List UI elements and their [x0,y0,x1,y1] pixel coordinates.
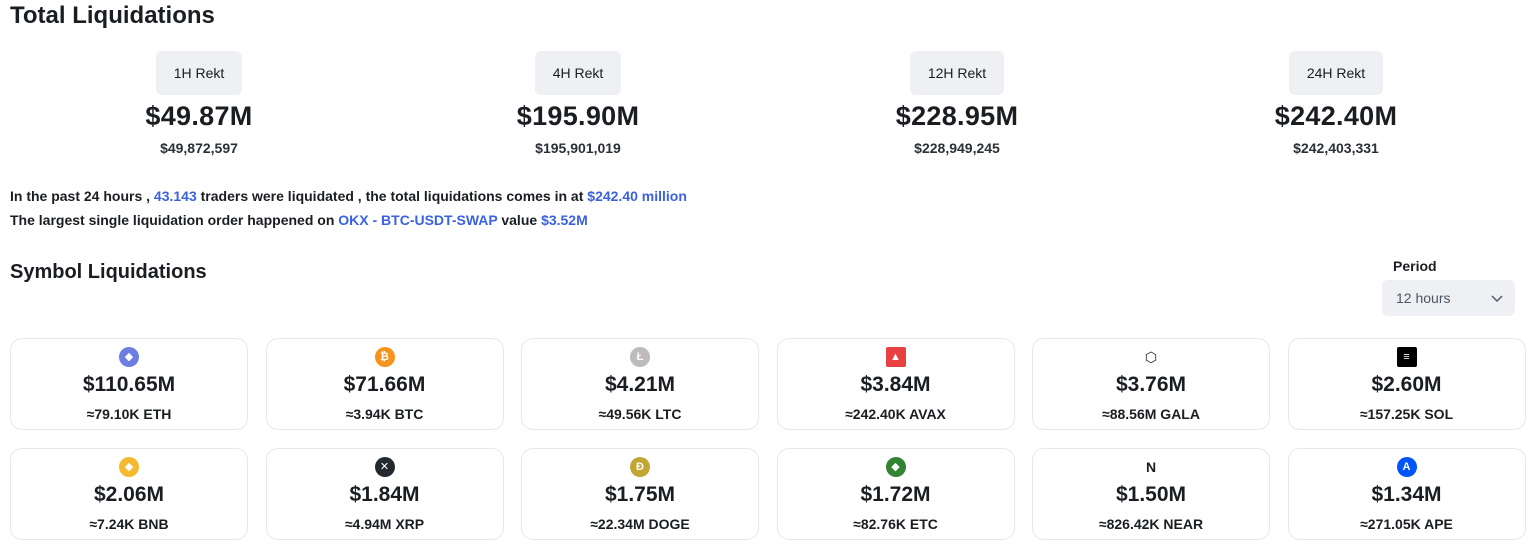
symbol-card[interactable]: ◆ $1.72M ≈82.76K ETC [776,448,1015,540]
stat-24h-value: $242.40M [1274,101,1398,131]
chevron-down-icon [1491,280,1503,316]
symbol-liquidation-value: $4.21M [604,373,676,396]
symbol-liquidation-amount: ≈79.10K ETH [86,406,172,422]
symbol-liquidation-amount: ≈271.05K APE [1360,516,1453,532]
symbol-liquidation-amount: ≈4.94M XRP [344,516,425,532]
ltc-icon: Ł [630,347,650,367]
stat-4h-label[interactable]: 4H Rekt [534,51,622,95]
symbol-card[interactable]: ✕ $1.84M ≈4.94M XRP [265,448,504,540]
stat-12h: 12H Rekt $228.95M $228,949,245 [827,51,1087,157]
stat-1h-value: $49.87M [145,101,253,131]
period-select[interactable]: 12 hours [1382,280,1515,316]
stat-24h: 24H Rekt $242.40M $242,403,331 [1206,51,1466,157]
symbol-liquidation-amount: ≈82.76K ETC [853,516,938,532]
symbol-card[interactable]: ⬡ $3.76M ≈88.56M GALA [1032,338,1270,430]
symbol-liquidation-amount: ≈7.24K BNB [89,516,169,532]
symbol-liquidation-value: $1.50M [1115,483,1187,506]
btc-icon: ₿ [374,347,395,367]
symbol-liquidation-amount: ≈826.42K NEAR [1098,516,1204,532]
rekt-stats: 1H Rekt $49.87M $49,872,597 4H Rekt $195… [0,51,1536,161]
symbol-liquidation-amount: ≈3.94K BTC [345,406,424,422]
symbol-card[interactable]: A $1.34M ≈271.05K APE [1287,448,1526,540]
symbol-card[interactable]: ≡ $2.60M ≈157.25K SOL [1287,338,1526,430]
symbol-liquidations-title: Symbol Liquidations [10,261,207,283]
summary-text: value [497,212,542,228]
summary-text: traders were liquidated , the total liqu… [196,188,588,204]
stat-12h-exact: $228,949,245 [914,140,1000,156]
stat-4h: 4H Rekt $195.90M $195,901,019 [448,51,708,157]
stat-4h-exact: $195,901,019 [535,140,621,156]
period-value: 12 hours [1396,290,1451,306]
symbol-card[interactable]: Ð $1.75M ≈22.34M DOGE [521,448,759,540]
symbol-liquidation-value: $3.84M [860,373,931,396]
summary-text: In the past 24 hours , [10,188,154,204]
stat-1h-label[interactable]: 1H Rekt [155,51,243,95]
largest-order-value: $3.52M [541,212,588,228]
symbol-liquidation-value: $1.72M [860,483,931,506]
sol-icon: ≡ [1396,347,1417,367]
stat-1h-exact: $49,872,597 [160,140,238,156]
symbol-liquidation-value: $1.75M [604,483,676,506]
stat-4h-value: $195.90M [516,101,640,131]
symbol-card[interactable]: Ł $4.21M ≈49.56K LTC [521,338,759,430]
total-liquidations-title: Total Liquidations [10,2,215,29]
symbol-liquidation-value: $1.84M [349,483,420,506]
symbol-liquidation-amount: ≈49.56K LTC [598,406,682,422]
avax-icon: ▲ [885,347,906,367]
symbol-card[interactable]: ₿ $71.66M ≈3.94K BTC [265,338,504,430]
largest-order-link[interactable]: OKX - BTC-USDT-SWAP [338,212,498,228]
symbol-liquidation-value: $1.34M [1371,483,1442,506]
summary-text: The largest single liquidation order hap… [10,212,339,228]
stat-12h-value: $228.95M [895,101,1019,131]
symbol-card[interactable]: ◆ $2.06M ≈7.24K BNB [10,448,248,540]
stat-24h-exact: $242,403,331 [1293,140,1379,156]
symbol-liquidation-value: $110.65M [82,373,176,396]
symbol-card[interactable]: ◆ $110.65M ≈79.10K ETH [10,338,248,430]
gala-icon: ⬡ [1144,349,1158,365]
stat-12h-label[interactable]: 12H Rekt [909,51,1005,95]
symbol-liquidation-value: $2.60M [1371,373,1442,396]
total-liquidation-amount: $242.40 million [587,188,687,204]
summary-line-1: In the past 24 hours , 43.143 traders we… [10,184,687,208]
xrp-icon: ✕ [374,457,395,477]
symbol-liquidation-amount: ≈242.40K AVAX [845,406,946,422]
stat-1h: 1H Rekt $49.87M $49,872,597 [69,51,329,157]
symbol-liquidation-value: $71.66M [343,373,426,396]
traders-count: 43.143 [153,188,197,204]
ape-icon: A [1396,457,1417,477]
symbol-liquidation-amount: ≈157.25K SOL [1359,406,1454,422]
summary-line-2: The largest single liquidation order hap… [10,208,687,232]
near-icon: N [1145,459,1157,475]
symbol-liquidation-value: $2.06M [93,483,165,506]
symbol-card[interactable]: ▲ $3.84M ≈242.40K AVAX [776,338,1015,430]
etc-icon: ◆ [885,457,906,477]
symbol-liquidation-value: $3.76M [1115,373,1187,396]
symbol-liquidation-amount: ≈88.56M GALA [1102,406,1200,422]
bnb-icon: ◆ [119,457,139,477]
symbol-liquidation-amount: ≈22.34M DOGE [590,516,690,532]
period-label: Period [1393,258,1437,274]
doge-icon: Ð [630,457,650,477]
eth-icon: ◆ [119,347,139,367]
liquidation-summary: In the past 24 hours , 43.143 traders we… [10,184,687,232]
stat-24h-label[interactable]: 24H Rekt [1288,51,1384,95]
symbol-card[interactable]: N $1.50M ≈826.42K NEAR [1032,448,1270,540]
